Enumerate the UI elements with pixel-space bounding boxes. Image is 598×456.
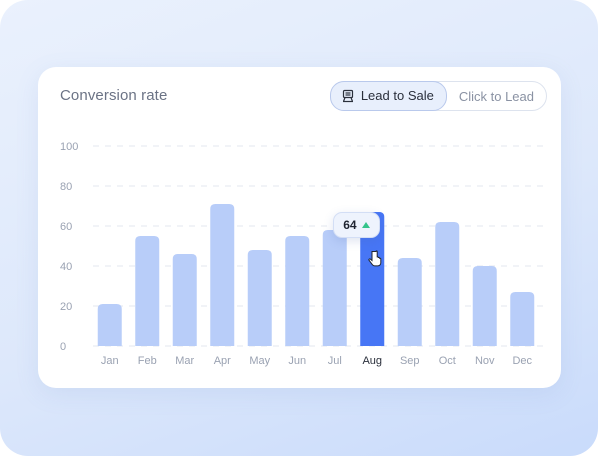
y-tick-label: 0 — [60, 341, 66, 353]
tab-click-to-lead-label: Click to Lead — [458, 88, 534, 104]
tag-icon — [342, 89, 353, 102]
value-tooltip: 64 — [333, 212, 380, 238]
bar — [510, 292, 535, 346]
bar — [97, 304, 122, 346]
trend-up-icon — [361, 222, 370, 228]
chart-title: Conversion rate — [60, 87, 168, 104]
y-tick-label: 80 — [60, 181, 72, 193]
bar — [472, 266, 497, 346]
bar — [135, 236, 160, 346]
chart-card: Conversion rate Lead to Sale Click to Le… — [38, 67, 561, 388]
bar — [285, 236, 310, 346]
bar-chart: 0 20 40 60 80 100 Jan Feb Mar Apr May Jun Jul Aug Sep O… — [60, 141, 543, 367]
x-tick-label: Oct — [439, 355, 456, 367]
bar — [210, 204, 235, 346]
tooltip-value: 64 — [343, 218, 357, 232]
bar — [397, 258, 422, 346]
tab-lead-to-sale-label: Lead to Sale — [360, 88, 434, 103]
y-tick-label: 40 — [60, 261, 72, 273]
bar — [172, 254, 197, 346]
y-tick-label: 100 — [60, 141, 78, 153]
bar — [322, 230, 347, 346]
x-tick-label: Apr — [214, 355, 231, 367]
x-tick-label: Feb — [138, 355, 157, 367]
x-tick-label: Mar — [175, 355, 194, 367]
bar-highlighted — [360, 212, 385, 346]
tab-lead-to-sale[interactable]: Lead to Sale — [329, 80, 447, 111]
x-tick-label: Sep — [400, 355, 420, 367]
x-tick-label: Jan — [101, 355, 119, 367]
tab-click-to-lead[interactable]: Click to Lead — [447, 82, 546, 110]
x-tick-label: May — [249, 355, 270, 367]
bar — [247, 250, 272, 346]
y-tick-label: 60 — [60, 221, 72, 233]
x-tick-label: Dec — [512, 355, 532, 367]
bar — [435, 222, 460, 346]
x-tick-label: Nov — [475, 355, 495, 367]
x-tick-label: Jul — [328, 355, 342, 367]
metric-toggle: Lead to Sale Click to Lead — [329, 80, 547, 111]
x-tick-label: Aug — [362, 355, 382, 367]
x-tick-label: Jun — [288, 355, 306, 367]
pointer-cursor-icon — [368, 250, 382, 267]
y-tick-label: 20 — [60, 301, 72, 313]
